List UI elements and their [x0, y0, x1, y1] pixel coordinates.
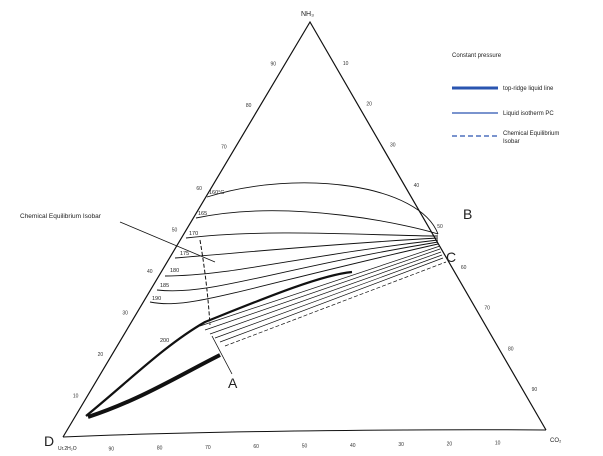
legend-label: top-ridge liquid line	[503, 86, 554, 92]
axis-tick-label: 90	[109, 446, 115, 452]
isotherm-label: 185	[160, 283, 169, 289]
liquid-isotherm-group	[149, 182, 439, 305]
axis-tick-label: 70	[221, 145, 227, 151]
isotherm-label: 180	[170, 268, 179, 274]
point-label-d: D	[44, 433, 54, 449]
vertex-label-urea: Ur.2H₂O	[58, 446, 77, 452]
legend: Constant pressure top-ridge liquid line …	[452, 53, 559, 145]
axis-tick-label: 60	[253, 444, 259, 450]
point-label-c: C	[446, 249, 456, 265]
tie-line	[219, 257, 444, 343]
tie-line	[209, 251, 442, 335]
top-ridge-liquid-line-lower	[87, 353, 221, 419]
axis-tick-label: 40	[350, 443, 356, 449]
axis-tick-label: 50	[302, 444, 308, 450]
tie-lines-group	[199, 245, 444, 343]
axis-tick-label: 50	[172, 228, 178, 234]
axis-tick-label: 70	[205, 445, 211, 451]
isotherm-curve	[156, 241, 439, 292]
vertex-label-co2: CO₂	[550, 438, 562, 444]
tie-line	[199, 245, 441, 327]
triangle-base	[62, 429, 547, 438]
isotherm-label: 160°C	[209, 190, 224, 196]
axis-tick-label: 80	[246, 103, 252, 109]
isotherm-curve	[185, 232, 439, 239]
point-a-pointer	[211, 335, 233, 375]
axis-tick-label: 30	[398, 442, 404, 448]
axis-tick-label: 30	[122, 311, 128, 317]
axis-tick-label: 10	[343, 61, 349, 67]
isotherm-label: 175	[180, 251, 189, 257]
axis-tick-label: 80	[157, 446, 163, 452]
vertex-label-nh3: NH₃	[301, 11, 314, 18]
point-label-a: A	[228, 375, 238, 391]
chemical-equilibrium-isobar	[199, 239, 211, 326]
axis-tick-label: 70	[484, 306, 490, 312]
axis-tick-label: 60	[196, 186, 202, 192]
top-ridge-liquid-line	[85, 270, 353, 417]
axis-tick-label: 40	[414, 183, 420, 189]
isotherm-curve	[206, 182, 439, 235]
isotherm-label: 170	[189, 231, 198, 237]
axis-tick-label: 60	[461, 265, 467, 271]
axis-tick-label: 40	[147, 269, 153, 275]
left-axis-ticks: 90 80 70 60 50 40 30 20 10	[73, 62, 276, 400]
axis-tick-label: 50	[437, 224, 443, 230]
legend-label: Chemical Equilibrium Isobar	[503, 131, 559, 145]
isotherm-curve	[149, 243, 439, 305]
axis-tick-label: 10	[73, 394, 79, 400]
tie-line	[214, 254, 443, 339]
point-label-b: B	[463, 206, 472, 222]
axis-tick-label: 20	[98, 352, 104, 358]
bottom-axis-ticks: 90 80 70 60 50 40 30 20 10	[109, 441, 501, 453]
axis-tick-label: 20	[447, 441, 453, 447]
isotherm-curve	[174, 237, 439, 259]
axis-tick-label: 90	[271, 62, 277, 68]
isotherm-curve	[195, 210, 439, 235]
isotherm-label: 200	[160, 338, 169, 344]
isotherm-curve	[164, 239, 439, 277]
triangle-outline	[62, 20, 547, 438]
annotation-pointer	[119, 221, 216, 263]
isotherm-label: 165	[198, 211, 207, 217]
legend-title: Constant pressure	[452, 53, 502, 59]
legend-label: Liquid isotherm PC	[503, 111, 554, 117]
axis-tick-label: 30	[390, 142, 396, 148]
isotherm-labels: 160°C 165 170 175 180 185 190 200	[152, 190, 224, 344]
right-axis-ticks: 10 20 30 40 50 60 70 80 90	[343, 61, 538, 393]
axis-tick-label: 10	[495, 441, 501, 447]
axis-tick-label: 90	[532, 387, 538, 393]
axis-tick-label: 80	[508, 346, 514, 352]
tie-line	[204, 248, 441, 331]
dashed-tie-line	[224, 261, 447, 347]
isotherm-label: 190	[152, 296, 161, 302]
axis-tick-label: 20	[366, 102, 372, 108]
annotation-chemical-equilibrium-isobar: Chemical Equilibrium Isobar	[20, 213, 102, 220]
